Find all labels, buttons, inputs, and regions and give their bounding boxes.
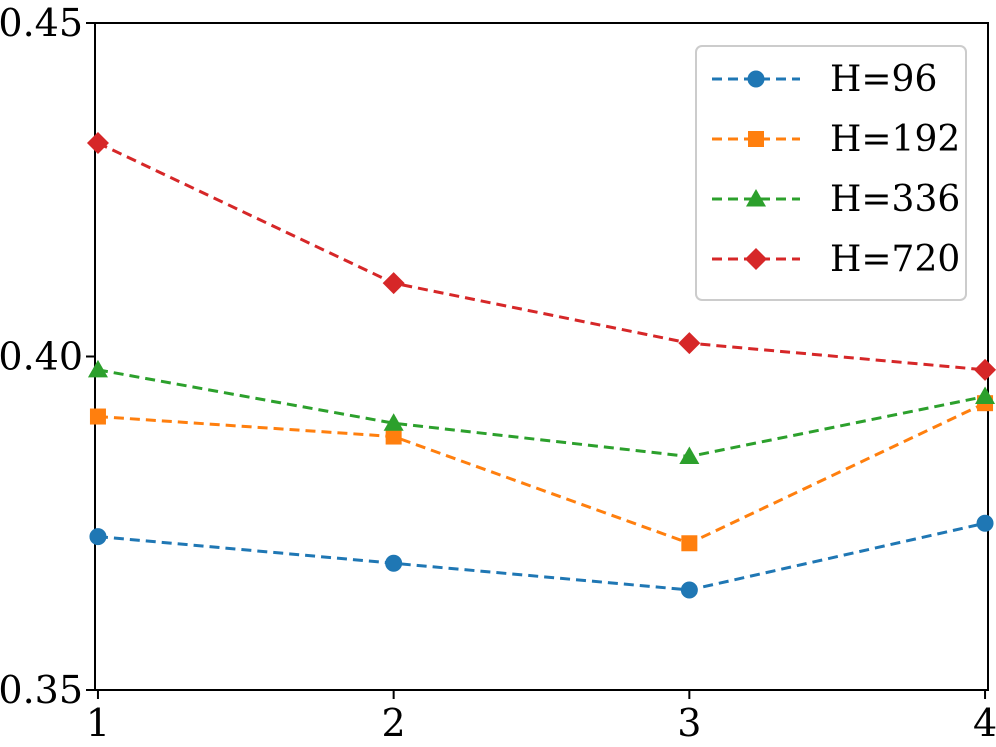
data-point (86, 132, 109, 155)
x-tick-label: 2 (382, 701, 406, 745)
legend-item: H=192 (712, 119, 960, 160)
data-point (974, 358, 996, 381)
legend-marker (748, 131, 764, 147)
data-point (385, 428, 402, 445)
legend-label: H=336 (830, 179, 960, 220)
series-h-96 (89, 514, 994, 599)
legend-marker (745, 248, 767, 270)
data-point (679, 446, 700, 465)
x-tick-label: 1 (86, 701, 110, 745)
legend-item: H=336 (712, 179, 960, 220)
series-line (97, 521, 986, 592)
data-point (385, 554, 403, 572)
data-point (89, 528, 107, 546)
x-tick-label: 4 (973, 701, 996, 745)
legend-box (695, 45, 967, 301)
series-h-336 (87, 359, 996, 465)
data-point (681, 535, 698, 552)
x-tick-label: 3 (677, 701, 701, 745)
y-tick-label: 0.40 (0, 335, 83, 379)
data-point (678, 332, 701, 355)
legend-label: H=720 (830, 239, 960, 280)
legend-item: H=96 (712, 59, 937, 100)
series-line (97, 401, 986, 545)
legend: H=96 H=192 H=336 H=720 (695, 45, 967, 301)
data-point (975, 386, 996, 405)
series-h-720 (86, 132, 996, 381)
series-layer (86, 132, 996, 599)
data-point (382, 272, 405, 295)
y-tick-label: 0.35 (0, 668, 83, 712)
legend-item: H=720 (712, 239, 960, 280)
legend-marker (747, 70, 765, 88)
legend-marker (746, 189, 766, 207)
series-h-192 (89, 395, 994, 552)
y-tick-label: 0.45 (0, 1, 83, 45)
data-point (87, 359, 108, 378)
legend-label: H=192 (830, 119, 960, 160)
data-point (89, 408, 106, 425)
data-point (976, 514, 994, 532)
series-line (97, 368, 986, 459)
legend-label: H=96 (830, 59, 937, 100)
data-point (383, 413, 404, 431)
series-line (97, 141, 986, 372)
data-point (680, 581, 698, 599)
